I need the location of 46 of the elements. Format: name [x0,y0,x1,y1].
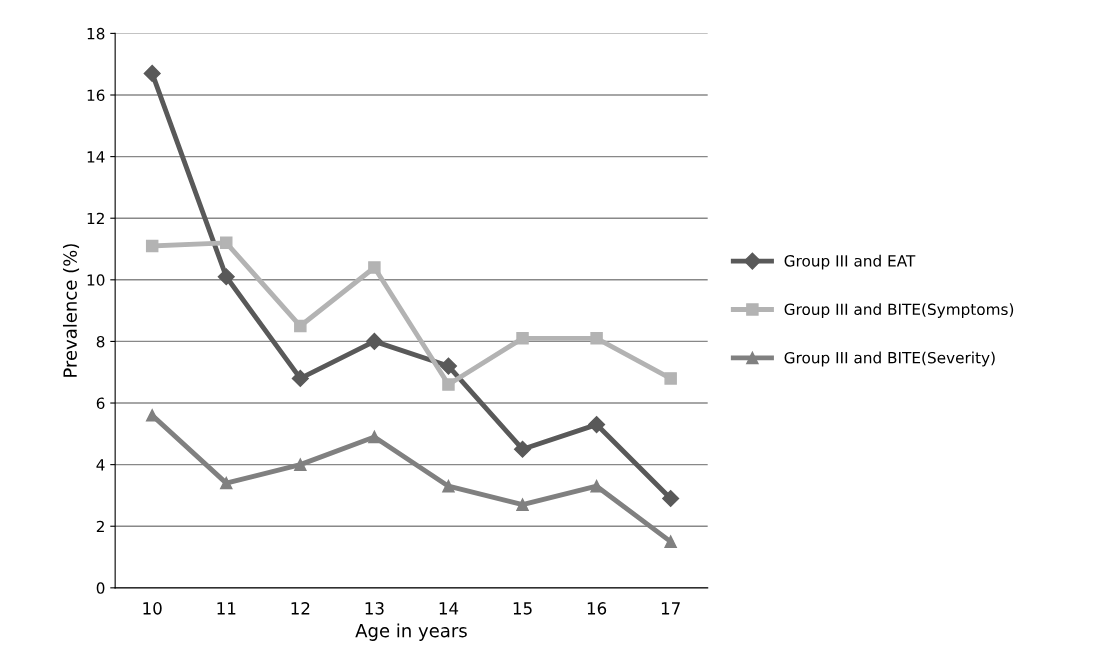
x-axis-title: Age in years [355,623,467,641]
point [442,378,455,391]
point [145,239,159,253]
x-tick-label: 16 [587,602,607,615]
x-tick-label: 13 [365,602,384,615]
y-tick-label: 18 [87,27,105,40]
legend-label: Group III and BITE(Severity) [784,351,995,367]
point [439,357,458,375]
point [590,479,603,493]
point [664,535,677,548]
point [664,372,677,385]
point [143,64,161,82]
point [220,476,233,490]
x-tick-label: 11 [217,602,236,615]
point [368,261,381,274]
y-tick-label: 14 [87,151,105,163]
y-tick-label: 8 [96,335,105,348]
y-tick-label: 12 [87,212,104,225]
x-tick-label: 17 [661,602,680,615]
point [590,332,603,345]
y-tick-label: 6 [96,397,105,410]
y-tick-label: 2 [96,520,104,533]
point [442,479,455,493]
point [662,489,680,508]
point [291,369,309,387]
legend-label: Group III and BITE(Symptoms) [784,303,1014,319]
y-tick-label: 0 [96,582,105,594]
y-tick-label: 10 [87,274,105,286]
point [217,268,235,286]
point [516,498,529,511]
point [294,319,307,333]
x-tick-label: 14 [439,602,459,615]
x-tick-label: 10 [143,602,162,615]
point [220,236,233,250]
point [365,332,383,350]
point [368,430,381,444]
y-tick-label: 4 [96,459,105,471]
point [513,440,532,458]
point [516,332,529,345]
y-tick-label: 16 [87,89,105,102]
point [294,458,307,471]
point [588,416,606,434]
x-tick-label: 15 [513,602,532,615]
x-tick-label: 12 [291,602,310,615]
legend-label: Group III and EAT [784,254,916,270]
y-axis-title: Prevalence (%) [62,244,80,377]
